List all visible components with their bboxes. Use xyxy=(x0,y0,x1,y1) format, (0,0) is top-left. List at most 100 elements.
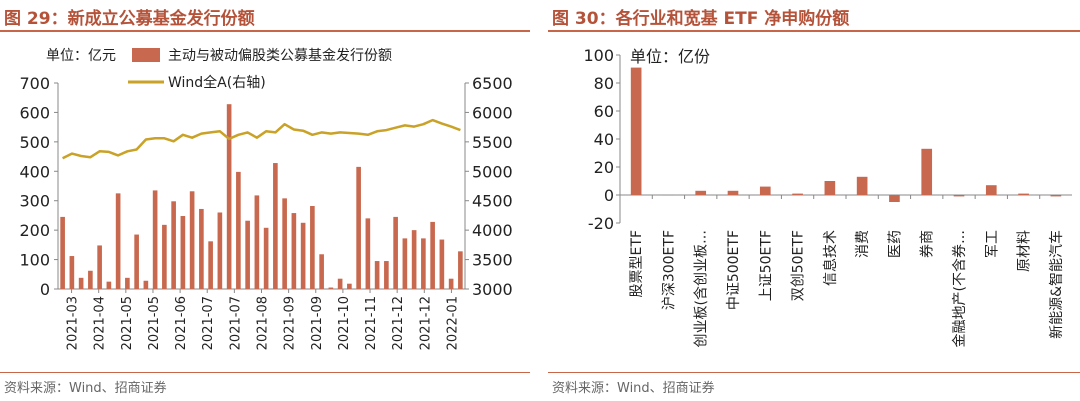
bar xyxy=(856,176,868,195)
bar xyxy=(60,216,65,289)
source-divider xyxy=(0,372,530,373)
bar xyxy=(411,230,417,289)
bar xyxy=(953,195,965,197)
source-divider xyxy=(548,372,1080,373)
x-tick-label: 2021-12 xyxy=(391,296,406,350)
y-tick-label: 100 xyxy=(19,251,50,270)
bar xyxy=(374,261,380,289)
bar xyxy=(1018,193,1029,195)
y2-tick-label: 3500 xyxy=(472,251,513,270)
bar xyxy=(199,208,204,289)
bar xyxy=(727,190,739,195)
x-tick-label: 医药 xyxy=(887,230,903,258)
bar xyxy=(236,171,241,289)
x-tick-label: 信息技术 xyxy=(822,230,839,286)
bar xyxy=(245,220,250,289)
figure-source: 资料来源：Wind、招商证券 xyxy=(4,381,167,396)
bar xyxy=(421,238,426,289)
bar xyxy=(134,234,139,289)
bar xyxy=(106,281,112,289)
bar xyxy=(384,261,389,289)
bar xyxy=(365,218,371,289)
bar xyxy=(889,195,900,202)
y-tick-label: -20 xyxy=(588,214,614,233)
bar xyxy=(630,67,642,195)
y2-tick-label: 4000 xyxy=(472,221,513,240)
bar xyxy=(430,221,435,289)
bar xyxy=(162,224,167,289)
bar xyxy=(152,190,158,289)
x-tick-label: 2021-11 xyxy=(364,296,379,350)
y-tick-label: 100 xyxy=(583,46,614,65)
y-tick-label: 300 xyxy=(19,192,50,211)
x-tick-label: 新能源&智能汽车 xyxy=(1048,230,1065,339)
bar xyxy=(97,245,102,289)
x-tick-label: 双创50ETF xyxy=(791,230,807,301)
bar xyxy=(439,239,445,289)
x-tick-label: 2021-05 xyxy=(120,296,135,350)
panel-new-fund-issuance: 图 29：新成立公募基金发行份额 单位：亿元 主动与被动偏股类公募基金发行份额 Wi… xyxy=(0,0,530,401)
x-tick-label: 股票型ETF xyxy=(629,230,645,297)
y2-tick-label: 6500 xyxy=(472,74,513,93)
y2-tick-label: 5000 xyxy=(472,162,513,181)
x-tick-label: 2021-05 xyxy=(147,296,162,350)
x-tick-label: 2021-04 xyxy=(93,296,108,350)
x-tick-label: 金融地产(不含券… xyxy=(952,230,968,347)
figure-source: 资料来源：Wind、招商证券 xyxy=(552,381,715,396)
y2-tick-label: 6000 xyxy=(472,103,513,122)
y-tick-label: 500 xyxy=(19,133,50,152)
x-tick-label: 2021-07 xyxy=(201,296,216,350)
bar xyxy=(347,283,352,289)
y2-tick-label: 3000 xyxy=(472,280,513,299)
x-tick-label: 消费 xyxy=(855,230,871,258)
panel-etf-net-subscription: 图 30：各行业和宽基 ETF 净申购份额 单位：亿份 -20 0 20 40 60 80 1… xyxy=(548,0,1080,401)
x-tick-label: 原材料 xyxy=(1017,230,1033,272)
y-tick-label: 60 xyxy=(594,102,614,121)
bar xyxy=(695,190,707,195)
bar xyxy=(759,186,771,195)
x-tick-label: 2021-06 xyxy=(174,296,189,350)
legend-label-bars: 主动与被动偏股类公募基金发行份额 xyxy=(168,47,392,64)
bar xyxy=(291,213,297,289)
bar xyxy=(985,185,997,195)
x-tick-label: 2021-10 xyxy=(337,296,352,350)
figure-title: 图 30：各行业和宽基 ETF 净申购份额 xyxy=(552,9,850,29)
bar xyxy=(208,241,213,289)
bar xyxy=(921,148,933,195)
x-tick-label: 创业板(含创业板… xyxy=(694,230,710,347)
bar xyxy=(189,191,195,289)
y-tick-label: 200 xyxy=(19,221,50,240)
unit-label: 单位：亿份 xyxy=(630,47,710,66)
y-tick-label: 0 xyxy=(604,186,614,205)
x-tick-label: 中证500ETF xyxy=(726,230,742,310)
bar xyxy=(663,195,674,196)
bar xyxy=(143,280,149,289)
legend-label-line: Wind全A(右轴) xyxy=(168,74,266,91)
x-tick-label: 券商 xyxy=(920,230,936,258)
bar xyxy=(263,227,269,289)
x-tick-label: 2021-09 xyxy=(310,296,325,350)
bar xyxy=(448,278,454,289)
bar xyxy=(180,216,186,289)
y-tick-label: 600 xyxy=(19,103,50,122)
title-divider xyxy=(548,30,1080,32)
x-tick-label: 2022-01 xyxy=(445,296,460,350)
bar xyxy=(1050,195,1062,197)
bar xyxy=(88,270,93,289)
bar xyxy=(310,206,315,289)
y2-tick-label: 4500 xyxy=(472,192,513,211)
x-tick-label: 2021-12 xyxy=(418,296,433,350)
bar xyxy=(328,287,334,289)
bar xyxy=(69,256,75,289)
bar xyxy=(458,251,463,289)
y-tick-label: 40 xyxy=(594,130,614,149)
y-tick-label: 80 xyxy=(594,74,614,93)
bar xyxy=(78,277,84,289)
y-tick-label: 700 xyxy=(19,74,50,93)
series-line-wind-a xyxy=(62,118,461,160)
bar xyxy=(824,181,836,195)
bar xyxy=(273,163,278,289)
bar xyxy=(115,193,121,289)
x-tick-label: 上证50ETF xyxy=(758,230,774,301)
title-divider xyxy=(0,30,530,32)
